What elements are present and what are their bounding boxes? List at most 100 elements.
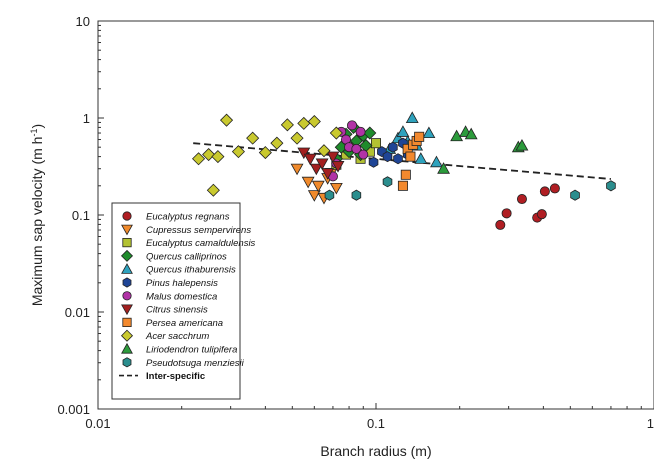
legend-marker [122, 277, 132, 288]
data-point [536, 209, 547, 220]
legend-marker [122, 291, 132, 301]
series-citrus-sinensis [297, 147, 345, 180]
legend-marker [121, 263, 133, 274]
data-point [405, 151, 416, 162]
data-point [211, 150, 225, 164]
y-axis: 0.001 0.01 0.1 1 10 [57, 14, 104, 417]
data-point [464, 127, 478, 140]
legend-marker [121, 304, 133, 316]
x-axis: 0.01 0.1 1 [85, 403, 654, 431]
data-point [606, 180, 616, 192]
data-point [358, 149, 369, 160]
data-point [192, 152, 206, 166]
data-point [539, 186, 550, 197]
data-point [317, 144, 331, 158]
data-point [382, 176, 393, 188]
legend-label: Persea americana [146, 318, 223, 329]
data-point [329, 182, 343, 195]
data-point [363, 126, 377, 140]
legend-label: Liriodendron tulipifera [146, 345, 237, 356]
x-tick-label: 0.01 [85, 416, 110, 431]
x-axis-title: Branch radius (m) [320, 443, 431, 459]
data-point [297, 116, 311, 130]
legend-items: Eucalyptus regnans Cupressus sempervirens… [119, 211, 256, 382]
data-point [388, 141, 398, 153]
y-tick-label: 1 [83, 111, 90, 126]
data-point [396, 125, 410, 137]
y-axis-title-superscript: -1 [29, 129, 39, 137]
data-point [516, 194, 527, 205]
data-point [549, 183, 560, 194]
series-acer-sacchrum [192, 113, 343, 197]
data-point [326, 151, 340, 164]
legend-marker [122, 211, 132, 221]
legend-label: Cupressus sempervirens [146, 225, 251, 236]
data-point [303, 153, 317, 166]
data-point [321, 168, 335, 180]
y-tick-label: 0.1 [72, 208, 90, 223]
series-pseudotsuga-menziesii [324, 176, 616, 201]
y-tick-label: 0.001 [57, 402, 90, 417]
data-point [501, 208, 512, 219]
legend-label: Malus domestica [146, 291, 217, 302]
legend-label: Pseudotsuga menziesii [146, 358, 245, 369]
data-point [515, 138, 529, 151]
data-point [405, 111, 419, 123]
data-point [370, 138, 381, 149]
data-point [393, 153, 403, 165]
legend-label: Pinus halepensis [146, 278, 218, 289]
legend-label: Quercus calliprinos [146, 251, 227, 262]
legend-label: Eucalyptus regnans [146, 212, 230, 223]
data-point [206, 183, 220, 197]
data-point [329, 126, 343, 140]
data-point [351, 189, 362, 201]
data-point [270, 136, 284, 150]
legend-marker [121, 342, 133, 354]
data-point [301, 176, 315, 189]
data-point [400, 169, 411, 180]
data-points-layer [192, 111, 616, 230]
y-axis-title-main: Maximum sap velocity (m h [29, 137, 45, 307]
data-point [202, 147, 216, 162]
data-point [368, 156, 379, 168]
y-tick-label: 0.01 [65, 305, 90, 320]
legend-box [111, 202, 241, 400]
legend-marker [122, 357, 132, 368]
data-point [258, 146, 272, 160]
data-point [290, 131, 304, 145]
data-point [324, 189, 335, 201]
y-axis-title: Maximum sap velocity (m h-1) [29, 124, 45, 306]
series-eucalyptus-regnans [495, 183, 560, 230]
data-point [220, 113, 234, 127]
legend-marker [121, 224, 133, 236]
data-point [430, 155, 443, 168]
data-point [495, 219, 506, 230]
series-persea-americana [397, 131, 425, 191]
data-point [437, 162, 450, 174]
data-point [280, 118, 294, 132]
data-point [382, 151, 393, 163]
data-point [307, 114, 321, 129]
y-tick-label: 10 [76, 14, 90, 29]
data-point [450, 129, 464, 142]
legend-label: Acer sacchrum [145, 331, 209, 342]
legend-marker [122, 317, 132, 328]
data-point [414, 152, 428, 164]
data-point [311, 180, 325, 193]
data-point [355, 126, 366, 137]
data-point [309, 163, 323, 176]
series-liriodendron-tulipifera [437, 125, 529, 174]
data-point [422, 126, 436, 139]
data-point [570, 189, 580, 201]
data-point [231, 145, 245, 159]
legend-marker [120, 329, 134, 342]
x-tick-label: 0.1 [367, 416, 385, 431]
data-point [297, 147, 311, 160]
data-point [397, 180, 408, 191]
data-point [307, 190, 321, 202]
data-point [315, 158, 329, 171]
data-point [290, 163, 304, 176]
legend-marker [120, 249, 134, 262]
y-axis-title-suffix: ) [29, 124, 45, 129]
